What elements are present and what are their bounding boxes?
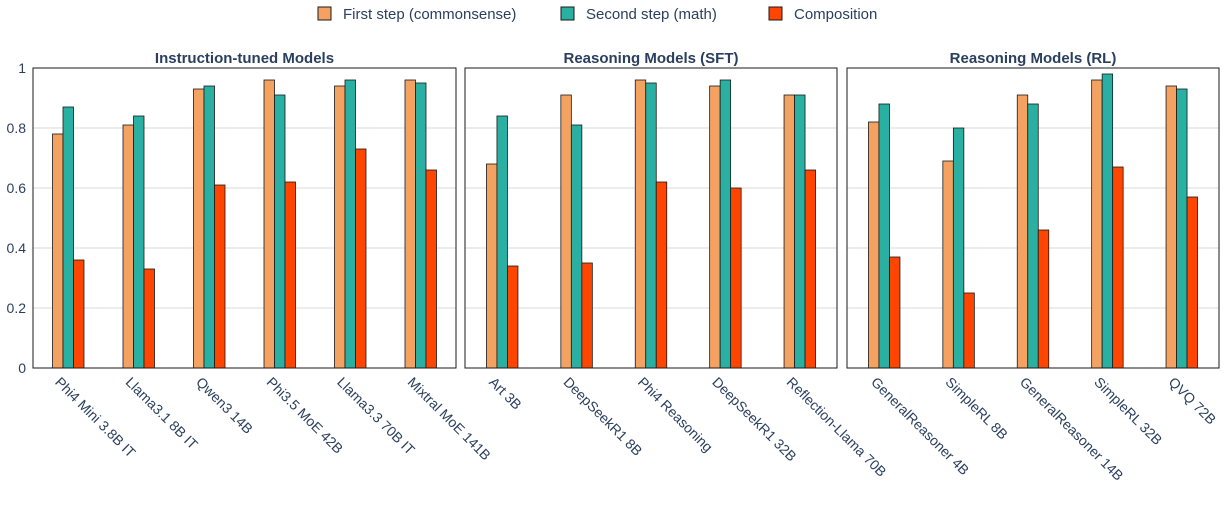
y-tick-label: 0.2 <box>7 300 27 316</box>
bar <box>868 121 880 369</box>
bar <box>730 187 742 369</box>
bar <box>952 127 965 369</box>
x-tick-label: SimpleRL 32B <box>1091 374 1165 448</box>
bar <box>794 94 806 369</box>
bar <box>263 79 275 369</box>
legend-swatch <box>560 6 575 21</box>
bar <box>1186 196 1198 369</box>
bar <box>1091 79 1103 369</box>
legend-label: Composition <box>794 6 877 23</box>
panel-title: Reasoning Models (RL) <box>950 50 1117 67</box>
y-tick-label: 0.4 <box>7 240 27 256</box>
bar <box>655 181 668 369</box>
bar <box>203 85 215 369</box>
bar <box>942 160 954 369</box>
legend-label: First step (commonsense) <box>343 6 516 23</box>
panel-frame <box>32 67 457 369</box>
legend-swatch <box>317 6 332 21</box>
bar <box>344 79 356 369</box>
panel: Reasoning Models (SFT) Art 3B DeepSeekR1 8… <box>464 50 890 480</box>
x-tick-label: Art 3B <box>486 374 525 413</box>
panel-frame <box>846 67 1220 369</box>
bar <box>214 184 226 369</box>
bar <box>52 133 64 369</box>
x-tick-label: Qwen3 14B <box>193 374 256 437</box>
x-tick-label: Llama3.3 70B IT <box>334 374 418 458</box>
bar <box>193 88 205 369</box>
x-tick-label: Phi3.5 MoE 42B <box>264 374 347 457</box>
legend-swatch <box>768 6 783 21</box>
bar <box>496 115 508 369</box>
bar <box>1037 229 1050 369</box>
bar <box>507 265 519 369</box>
panel-title: Reasoning Models (SFT) <box>563 50 738 67</box>
legend-item: Composition <box>768 6 877 23</box>
bar <box>1027 103 1039 369</box>
legend-item: First step (commonsense) <box>317 6 516 23</box>
bar <box>133 115 145 369</box>
x-tick-label: Mixtral MoE 141B <box>405 374 494 463</box>
bar <box>634 79 647 369</box>
bar <box>783 94 795 369</box>
y-tick-label: 1 <box>18 60 26 76</box>
bar <box>122 124 134 369</box>
bar <box>709 85 721 369</box>
bar <box>1101 73 1114 369</box>
panel-frame <box>464 67 838 369</box>
panel: Reasoning Models (RL)GeneralReasoner 4BS… <box>846 50 1220 484</box>
x-tick-label: DeepSeekR1 8B <box>560 374 645 459</box>
legend-item: Second step (math) <box>560 6 717 23</box>
bar <box>425 169 437 369</box>
bar <box>486 163 498 369</box>
bar <box>581 262 593 369</box>
bar <box>284 181 296 369</box>
bar <box>274 94 286 369</box>
bar <box>560 94 572 369</box>
bar <box>404 79 416 369</box>
bar <box>355 148 367 369</box>
y-tick-label: 0 <box>18 360 26 376</box>
bar <box>878 103 890 369</box>
bar <box>1112 166 1124 369</box>
bar <box>62 106 74 369</box>
bar <box>570 124 583 369</box>
x-tick-label: QVQ 72B <box>1166 374 1220 428</box>
bar <box>415 82 427 369</box>
x-tick-label: Llama3.1 8B IT <box>123 374 202 453</box>
bar <box>1176 88 1188 369</box>
bar <box>1016 94 1029 369</box>
bar <box>645 82 657 369</box>
x-tick-label: Phi4 Reasoning <box>635 374 716 455</box>
bar <box>804 169 816 369</box>
panel-title: Instruction-tuned Models <box>155 50 334 67</box>
bar <box>889 256 901 369</box>
bar <box>1165 85 1177 369</box>
bar <box>73 259 85 369</box>
legend-label: Second step (math) <box>586 6 717 23</box>
y-tick-label: 0.6 <box>7 180 27 196</box>
x-tick-label: SimpleRL 8B <box>942 374 1011 443</box>
bar <box>963 292 975 369</box>
bar <box>719 79 732 369</box>
y-tick-label: 0.8 <box>7 120 27 136</box>
bar <box>143 268 155 369</box>
bar <box>334 85 346 369</box>
